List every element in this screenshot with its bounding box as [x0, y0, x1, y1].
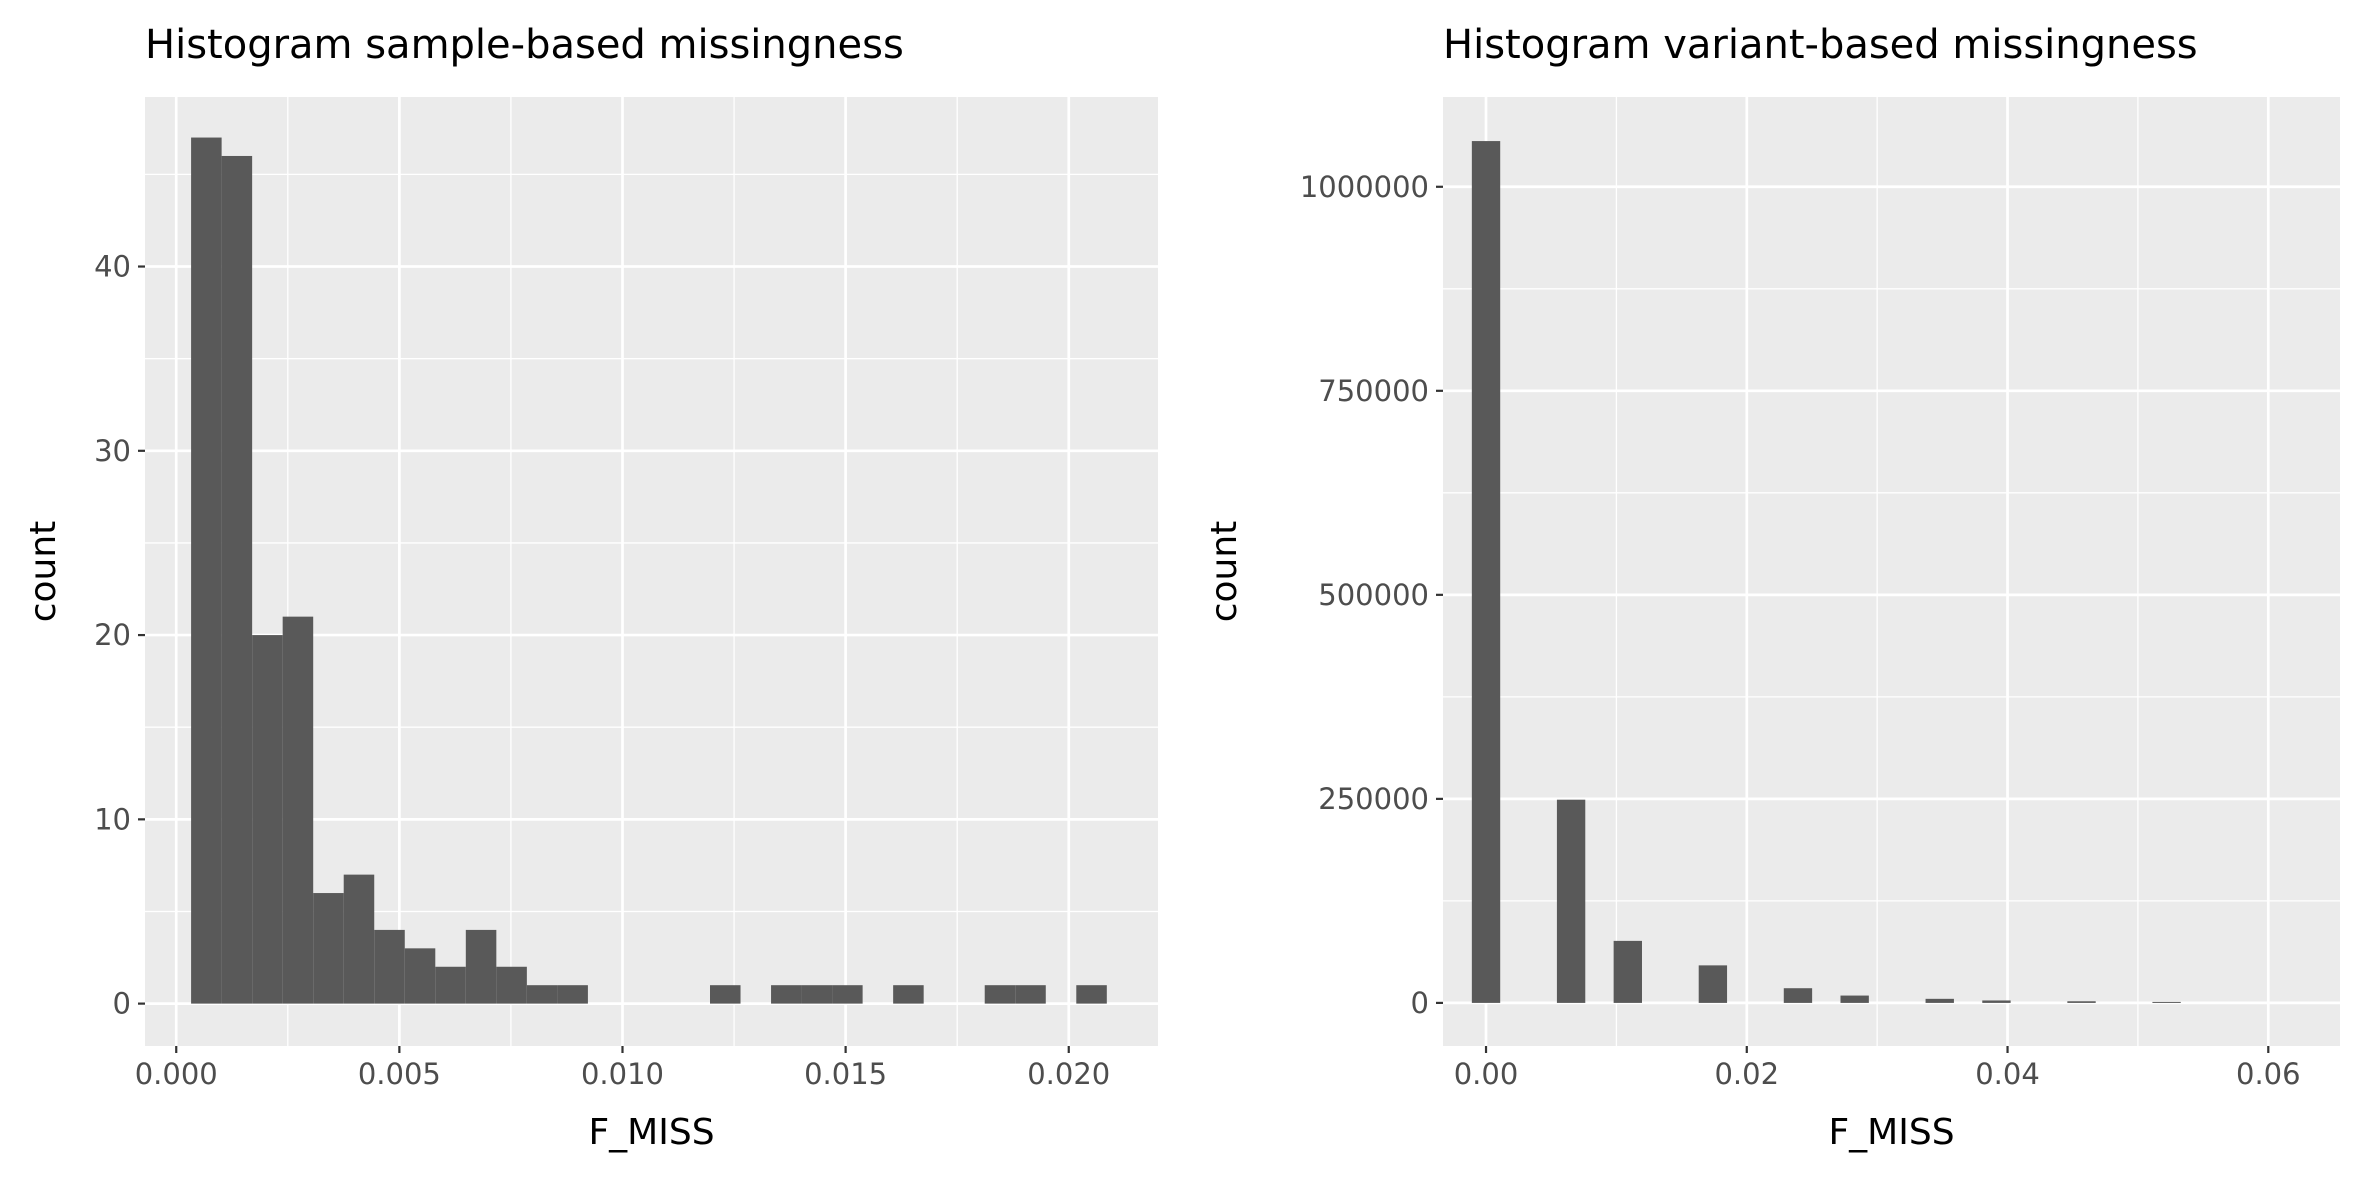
histogram-bar — [710, 985, 741, 1004]
histogram-bar — [2067, 1001, 2096, 1003]
histogram-bar — [801, 985, 833, 1004]
histogram-bars — [191, 137, 1107, 1004]
histogram-bar — [893, 985, 924, 1004]
histogram-bar — [771, 985, 802, 1004]
histogram-bar — [252, 635, 283, 1004]
histogram-bar — [984, 985, 1016, 1004]
histogram-bar — [282, 616, 314, 1004]
histogram-bars — [1471, 141, 2181, 1003]
histogram-bar — [313, 893, 344, 1004]
histogram-bar — [2152, 1001, 2181, 1003]
histogram-bar — [496, 966, 527, 1004]
y-tick-label: 0 — [113, 987, 131, 1021]
histogram-bar — [343, 874, 375, 1004]
histogram-bar — [1925, 998, 1954, 1003]
y-tick-label: 30 — [94, 434, 131, 468]
x-axis-label: F_MISS — [588, 1112, 714, 1153]
x-tick-label: 0.06 — [2236, 1057, 2301, 1091]
x-tick-label: 0.010 — [581, 1057, 664, 1091]
x-tick-label: 0.015 — [804, 1057, 887, 1091]
gridlines — [145, 97, 1158, 1046]
histogram-bar — [221, 155, 253, 1004]
histogram-bar — [1982, 1000, 2011, 1003]
plot-background — [1443, 97, 2340, 1046]
histogram-bar — [191, 137, 222, 1004]
plot-background — [145, 97, 1158, 1046]
x-tick-label: 0.04 — [1975, 1057, 2040, 1091]
histogram-bar — [1076, 985, 1107, 1004]
histogram-bar — [1556, 799, 1586, 1003]
y-axis-label: count — [1204, 521, 1245, 623]
chart-title: Histogram sample-based missingness — [145, 22, 904, 68]
histogram-bar — [832, 985, 863, 1004]
histogram-bar — [404, 948, 436, 1004]
y-tick-label: 20 — [94, 618, 131, 652]
histogram-bar — [435, 966, 466, 1004]
y-tick-label: 250000 — [1318, 782, 1429, 816]
histogram-bar — [1015, 985, 1046, 1004]
y-tick-label: 750000 — [1318, 374, 1429, 408]
histogram-bar — [526, 985, 558, 1004]
x-tick-label: 0.005 — [358, 1057, 441, 1091]
y-tick-label: 500000 — [1318, 578, 1429, 612]
chart-panel-sample-missingness: 0.000 0.005 0.010 0.015 0.020 0 10 20 30 40 Histo… — [23, 22, 1158, 1153]
x-tick-label: 0.00 — [1454, 1057, 1519, 1091]
y-tick-label: 40 — [94, 250, 131, 284]
axes: 0.00 0.02 0.04 0.06 0 250000 500000 750000 10000… — [1300, 170, 2301, 1091]
histogram-bar — [1783, 988, 1813, 1003]
x-tick-label: 0.000 — [135, 1057, 218, 1091]
x-tick-label: 0.02 — [1714, 1057, 1779, 1091]
x-tick-label: 0.020 — [1027, 1057, 1110, 1091]
y-tick-label: 0 — [1411, 986, 1429, 1020]
histogram-bar — [557, 985, 588, 1004]
histogram-bar — [1698, 965, 1728, 1003]
y-tick-label: 10 — [94, 802, 131, 836]
x-axis-label: F_MISS — [1828, 1112, 1954, 1153]
histogram-bar — [1471, 141, 1501, 1003]
y-tick-label: 1000000 — [1300, 170, 1429, 204]
histogram-bar — [465, 929, 497, 1004]
histogram-bar — [374, 929, 405, 1004]
chart-panel-variant-missingness: 0.00 0.02 0.04 0.06 0 250000 500000 750000 10000… — [1204, 22, 2340, 1153]
y-axis-label: count — [23, 521, 64, 623]
chart-title: Histogram variant-based missingness — [1443, 22, 2198, 68]
histogram-bar — [1613, 940, 1642, 1003]
histogram-bar — [1840, 995, 1869, 1003]
axes: 0.000 0.005 0.010 0.015 0.020 0 10 20 30 40 — [94, 250, 1110, 1091]
